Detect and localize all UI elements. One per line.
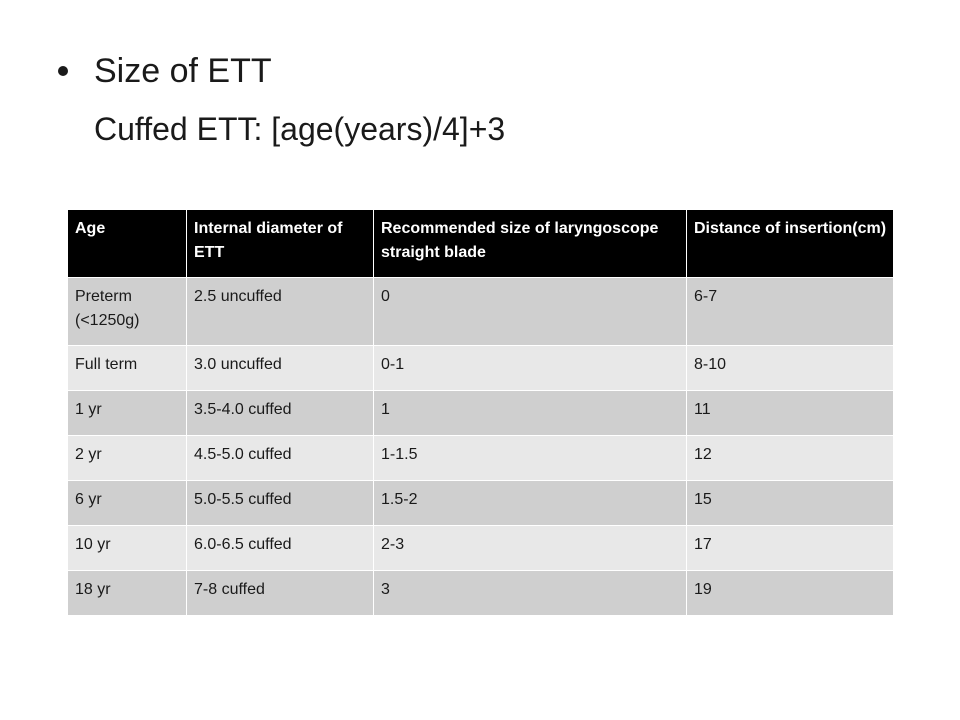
header-insertion-distance: Distance of insertion(cm) xyxy=(686,209,894,278)
cell-internal-diameter: 3.0 uncuffed xyxy=(186,345,374,391)
cell-insertion-distance: 11 xyxy=(686,390,894,436)
header-internal-diameter: Internal diameter of ETT xyxy=(186,209,374,278)
title-bullet-line: Size of ETT xyxy=(58,46,272,96)
cell-insertion-distance: 8-10 xyxy=(686,345,894,391)
cell-internal-diameter: 7-8 cuffed xyxy=(186,570,374,616)
table-header-row: Age Internal diameter of ETT Recommended… xyxy=(67,209,894,278)
cell-insertion-distance: 19 xyxy=(686,570,894,616)
cell-blade-size: 1 xyxy=(373,390,687,436)
slide-subtitle: Cuffed ETT: [age(years)/4]+3 xyxy=(94,111,506,147)
table-row: Full term 3.0 uncuffed 0-1 8-10 xyxy=(67,345,894,391)
cell-blade-size: 0 xyxy=(373,277,687,346)
header-age: Age xyxy=(67,209,187,278)
cell-blade-size: 3 xyxy=(373,570,687,616)
table-row: 10 yr 6.0-6.5 cuffed 2-3 17 xyxy=(67,525,894,571)
cell-insertion-distance: 12 xyxy=(686,435,894,481)
cell-age: 6 yr xyxy=(67,480,187,526)
slide-title: Size of ETT xyxy=(94,52,272,90)
cell-age: 10 yr xyxy=(67,525,187,571)
table-row: 1 yr 3.5-4.0 cuffed 1 11 xyxy=(67,390,894,436)
bullet-icon xyxy=(58,66,68,76)
table-row: 6 yr 5.0-5.5 cuffed 1.5-2 15 xyxy=(67,480,894,526)
cell-blade-size: 1-1.5 xyxy=(373,435,687,481)
cell-age: Preterm (<1250g) xyxy=(67,277,187,346)
cell-internal-diameter: 6.0-6.5 cuffed xyxy=(186,525,374,571)
cell-insertion-distance: 6-7 xyxy=(686,277,894,346)
cell-age: 2 yr xyxy=(67,435,187,481)
cell-blade-size: 0-1 xyxy=(373,345,687,391)
cell-age: Full term xyxy=(67,345,187,391)
header-laryngoscope-blade: Recommended size of laryngoscope straigh… xyxy=(373,209,687,278)
table-row: 2 yr 4.5-5.0 cuffed 1-1.5 12 xyxy=(67,435,894,481)
cell-blade-size: 2-3 xyxy=(373,525,687,571)
table-row: Preterm (<1250g) 2.5 uncuffed 0 6-7 xyxy=(67,277,894,346)
table-row: 18 yr 7-8 cuffed 3 19 xyxy=(67,570,894,616)
cell-blade-size: 1.5-2 xyxy=(373,480,687,526)
ett-size-table: Age Internal diameter of ETT Recommended… xyxy=(67,209,894,616)
cell-internal-diameter: 5.0-5.5 cuffed xyxy=(186,480,374,526)
cell-insertion-distance: 15 xyxy=(686,480,894,526)
cell-age: 1 yr xyxy=(67,390,187,436)
cell-internal-diameter: 2.5 uncuffed xyxy=(186,277,374,346)
cell-internal-diameter: 4.5-5.0 cuffed xyxy=(186,435,374,481)
cell-insertion-distance: 17 xyxy=(686,525,894,571)
cell-age: 18 yr xyxy=(67,570,187,616)
cell-internal-diameter: 3.5-4.0 cuffed xyxy=(186,390,374,436)
